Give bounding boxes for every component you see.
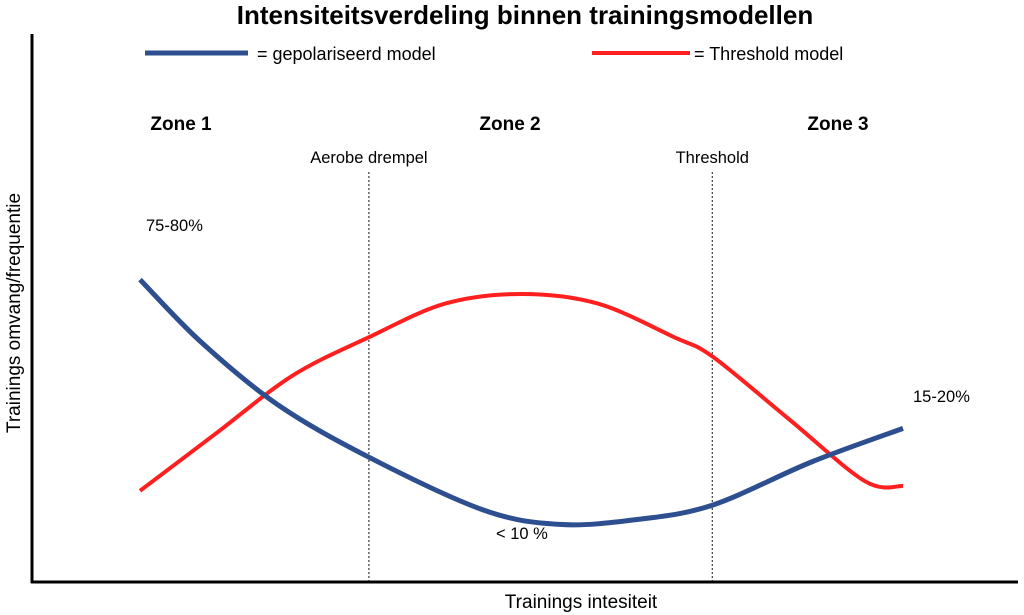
zone-3-label: Zone 3: [807, 114, 868, 135]
polarized-model-line: [138, 277, 904, 528]
annotation-zone2-share: < 10 %: [496, 525, 548, 543]
zone-2-label: Zone 2: [479, 114, 540, 135]
threshold-label: Threshold: [676, 149, 749, 167]
aerobic-threshold-label: Aerobe drempel: [310, 149, 427, 167]
y-axis-label: Trainings omvang/frequentie: [4, 193, 25, 433]
legend-label-threshold: = Threshold model: [694, 44, 843, 64]
chart-title: Intensiteitsverdeling binnen trainingsmo…: [237, 0, 813, 30]
annotation-zone1-share: 75-80%: [146, 217, 203, 235]
zone-1-label: Zone 1: [150, 114, 212, 135]
x-axis-label: Trainings intesiteit: [505, 592, 658, 613]
annotation-zone3-share: 15-20%: [913, 388, 970, 406]
threshold-model-line: [138, 292, 904, 493]
legend-label-polarized: = gepolariseerd model: [257, 44, 436, 64]
